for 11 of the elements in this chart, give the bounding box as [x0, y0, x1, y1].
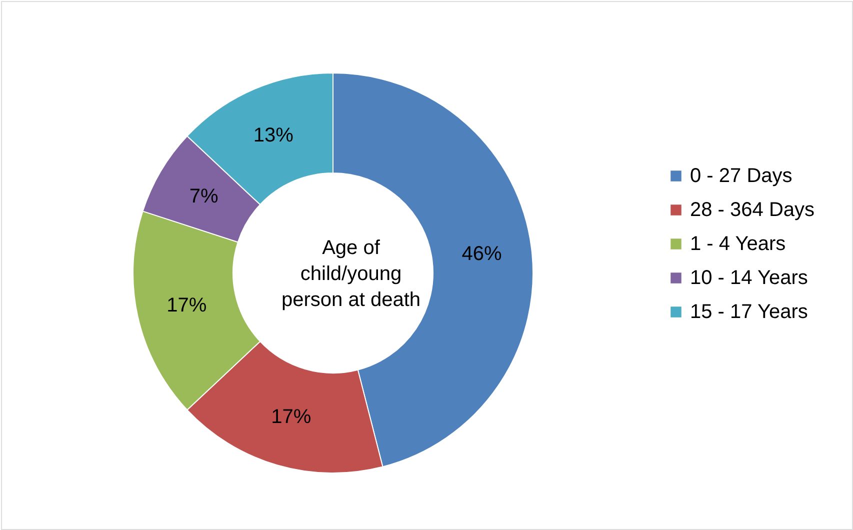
legend-label: 1 - 4 Years — [690, 233, 786, 255]
legend-label: 28 - 364 Days — [690, 199, 815, 221]
text: Age of child/young person at death — [282, 237, 420, 311]
legend-label: 10 - 14 Years — [690, 267, 808, 289]
data-label: 7% — [189, 186, 219, 208]
data-label: 46% — [462, 243, 502, 266]
legend-label: 15 - 17 Years — [690, 301, 808, 323]
data-label: 17% — [166, 294, 207, 317]
data-label: 13% — [253, 124, 294, 146]
legend-label: 0 - 27 Days — [690, 165, 792, 187]
data-label: 17% — [271, 406, 312, 428]
